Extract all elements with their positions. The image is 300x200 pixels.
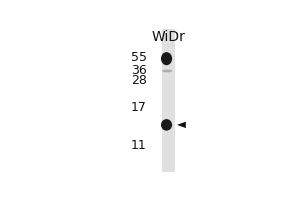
Text: 17: 17: [131, 101, 147, 114]
Polygon shape: [177, 122, 186, 128]
Text: 55: 55: [131, 51, 147, 64]
Ellipse shape: [162, 70, 172, 72]
Ellipse shape: [161, 119, 172, 131]
Text: 36: 36: [131, 64, 147, 77]
Text: 28: 28: [131, 74, 147, 87]
Text: WiDr: WiDr: [152, 30, 186, 44]
Bar: [163, 29, 175, 172]
Ellipse shape: [161, 52, 172, 65]
Text: 11: 11: [131, 139, 147, 152]
